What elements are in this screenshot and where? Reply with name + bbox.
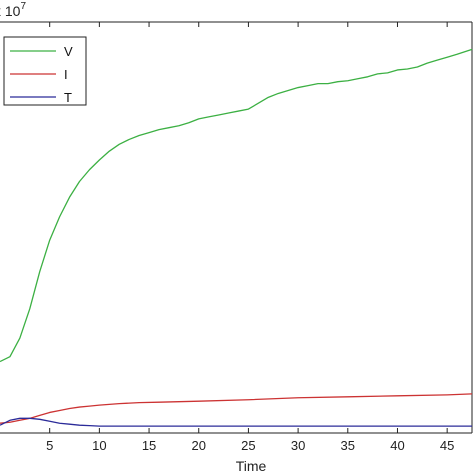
legend-box [3, 36, 87, 106]
legend-label-i: I [64, 67, 68, 82]
series-line-i [0, 393, 473, 424]
x-tick-label: 25 [241, 438, 255, 453]
series-layer [0, 48, 473, 427]
y-exponent-power: 7 [20, 1, 26, 12]
x-axis-ticks: 5 10 15 20 25 30 35 40 45 [46, 22, 454, 453]
x-tick-label: 30 [291, 438, 305, 453]
x-tick-label: 5 [46, 438, 53, 453]
x-tick-label: 45 [440, 438, 454, 453]
x-tick-label: 35 [341, 438, 355, 453]
y-exponent-label: x 107 [0, 1, 26, 19]
y-exponent-base: x 10 [0, 3, 21, 19]
x-tick-label: 15 [142, 438, 156, 453]
series-line-t [0, 417, 472, 427]
legend-label-v: V [64, 44, 73, 59]
legend-label-t: T [64, 90, 72, 105]
legend: VIT [3, 36, 87, 106]
x-tick-label: 10 [92, 438, 106, 453]
x-tick-label: 20 [192, 438, 206, 453]
plot-frame [0, 21, 473, 434]
x-tick-label: 40 [390, 438, 404, 453]
x-axis-title: Time [236, 458, 267, 474]
series-line-v [0, 48, 473, 363]
